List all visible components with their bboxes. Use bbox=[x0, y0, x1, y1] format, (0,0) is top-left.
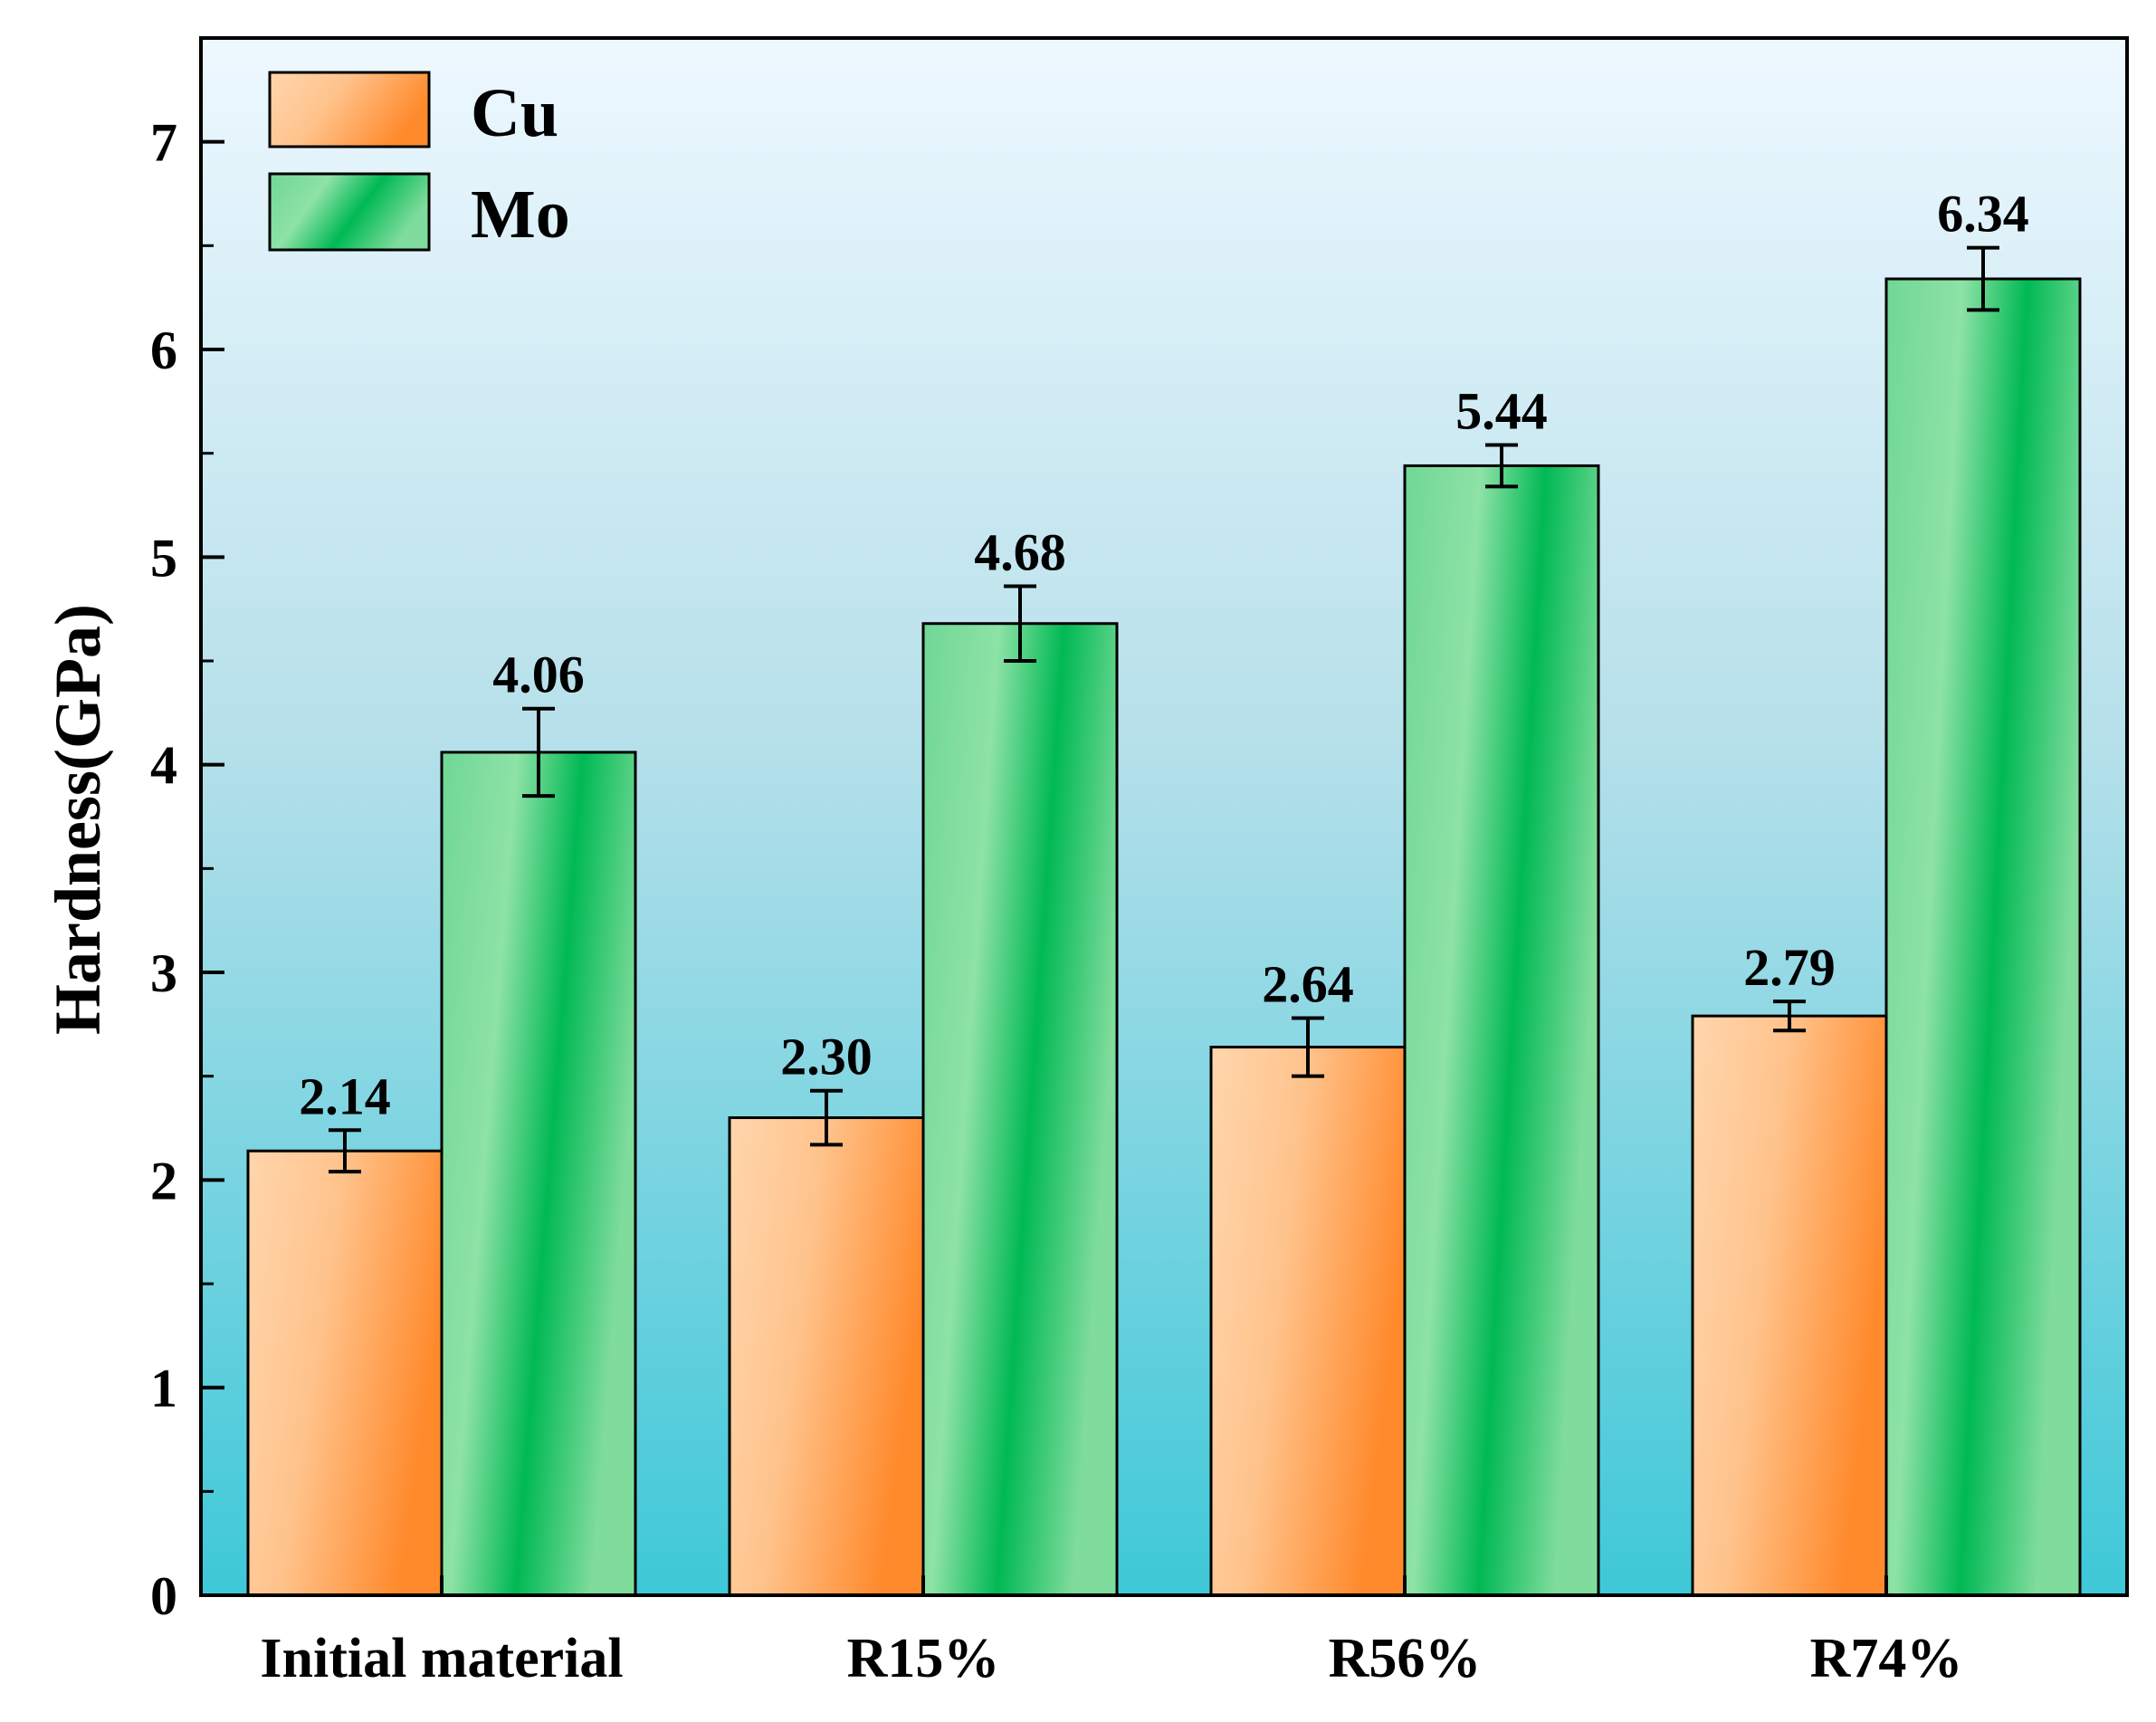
x-tick-label: R56% bbox=[1329, 1628, 1482, 1689]
x-axis: Initial material R15% R56% R74% bbox=[260, 1575, 1962, 1689]
y-axis-title: Hardness(GPa) bbox=[42, 604, 114, 1035]
bar-cu bbox=[1691, 1014, 1888, 1597]
legend: Cu Mo bbox=[268, 71, 570, 253]
y-tick-label: 5 bbox=[150, 528, 177, 588]
error-bar-cu bbox=[1292, 1016, 1324, 1078]
y-tick-label: 4 bbox=[150, 736, 177, 796]
value-label-cu: 2.64 bbox=[1262, 954, 1354, 1013]
y-tick-label: 7 bbox=[150, 113, 177, 173]
legend-swatch-mo bbox=[268, 172, 431, 252]
legend-label-cu: Cu bbox=[471, 75, 558, 151]
error-bar-mo bbox=[1967, 245, 1999, 312]
error-bar-mo bbox=[522, 706, 555, 799]
y-tick-label: 1 bbox=[150, 1359, 177, 1419]
value-label-mo: 4.68 bbox=[974, 522, 1066, 581]
bars-layer bbox=[246, 277, 2082, 1597]
legend-swatch-cu bbox=[268, 71, 431, 148]
legend-label-mo: Mo bbox=[471, 177, 570, 253]
error-bars-layer bbox=[329, 245, 1999, 1174]
error-bar-cu bbox=[1773, 1000, 1806, 1033]
bar-mo bbox=[921, 622, 1119, 1597]
bar-mo bbox=[1403, 464, 1600, 1597]
x-tick-label: R74% bbox=[1810, 1628, 1963, 1689]
value-labels-layer: 2.14 4.06 2.30 4.68 2.64 5.44 2.79 6.34 bbox=[299, 185, 2029, 1126]
error-bar-mo bbox=[1485, 443, 1518, 489]
y-tick-label: 0 bbox=[150, 1566, 177, 1626]
bar-cu bbox=[1209, 1046, 1407, 1597]
value-label-cu: 2.14 bbox=[299, 1067, 391, 1125]
value-label-cu: 2.79 bbox=[1743, 938, 1836, 997]
value-label-mo: 6.34 bbox=[1937, 185, 2029, 244]
bar-mo bbox=[1884, 277, 2082, 1597]
bar-cu bbox=[246, 1149, 444, 1597]
y-tick-label: 6 bbox=[150, 320, 177, 380]
error-bar-cu bbox=[329, 1128, 361, 1174]
y-tick-label: 2 bbox=[150, 1151, 177, 1210]
y-axis: 0 1 2 3 4 5 6 7 bbox=[150, 113, 224, 1626]
error-bar-mo bbox=[1004, 584, 1036, 663]
plot-frame bbox=[199, 36, 2129, 1597]
bar-cu bbox=[728, 1116, 925, 1597]
value-label-cu: 2.30 bbox=[780, 1028, 873, 1086]
x-tick-label: R15% bbox=[847, 1628, 1000, 1689]
error-bar-cu bbox=[810, 1088, 843, 1147]
value-label-mo: 4.06 bbox=[492, 646, 585, 704]
value-label-mo: 5.44 bbox=[1455, 381, 1548, 440]
y-tick-label: 3 bbox=[150, 943, 177, 1003]
x-tick-label: Initial material bbox=[260, 1628, 623, 1689]
bar-mo bbox=[440, 751, 637, 1597]
